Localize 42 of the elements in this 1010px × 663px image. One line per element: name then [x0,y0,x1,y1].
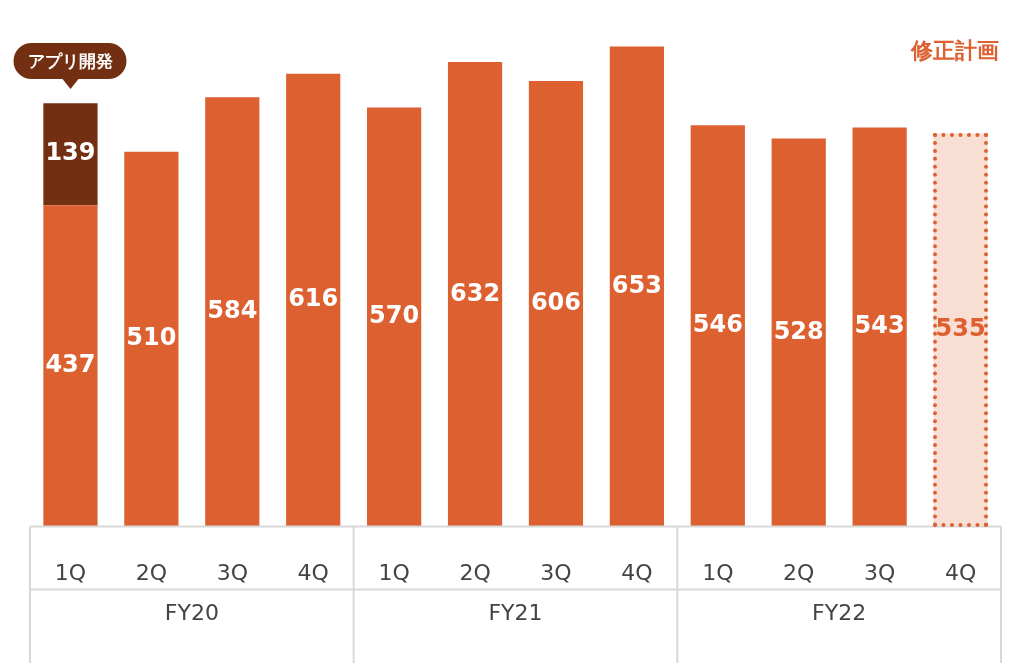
x-tick-label: 2Q [783,559,815,585]
x-tick-label: 3Q [863,559,896,585]
bar [43,103,98,206]
data-label: 437 [45,350,96,379]
data-label: 139 [45,138,96,167]
x-tick-label: 2Q [135,559,168,585]
bar [43,205,98,527]
bar [690,125,745,527]
x-tick-label: 4Q [621,559,653,585]
data-label: 606 [530,288,582,317]
x-tick-label: 1Q [378,559,410,585]
x-tick-label: 1Q [702,559,734,585]
x-tick-label: 4Q [297,559,329,585]
bar [771,138,826,527]
bar [367,107,422,527]
data-label: 543 [854,311,905,340]
x-tick-label: 1Q [54,559,87,585]
x-tick-label: 3Q [540,559,572,585]
data-label: 632 [449,278,501,307]
bar [205,97,260,527]
bar [609,46,664,527]
data-label: 510 [126,323,177,352]
data-label: 535 [935,314,986,343]
annotation: 修正計画 [910,37,999,63]
data-label: 528 [773,316,824,345]
bar [528,81,584,527]
data-label: 616 [288,284,339,313]
annotation: アプリ開発 [13,43,127,80]
data-label: 653 [611,270,662,299]
bar [852,127,907,527]
data-label: 570 [369,301,420,330]
bar [447,61,503,527]
data-label: 546 [692,310,743,339]
bar [286,73,341,527]
x-tick-label: 2Q [459,559,491,585]
text: FY20 [164,600,219,626]
text: FY21 [488,600,543,626]
x-tick-label: 3Q [216,559,248,585]
text: FY22 [812,600,867,626]
bar [124,151,179,527]
x-tick-label: 4Q [944,559,977,585]
data-label: 584 [207,296,258,325]
